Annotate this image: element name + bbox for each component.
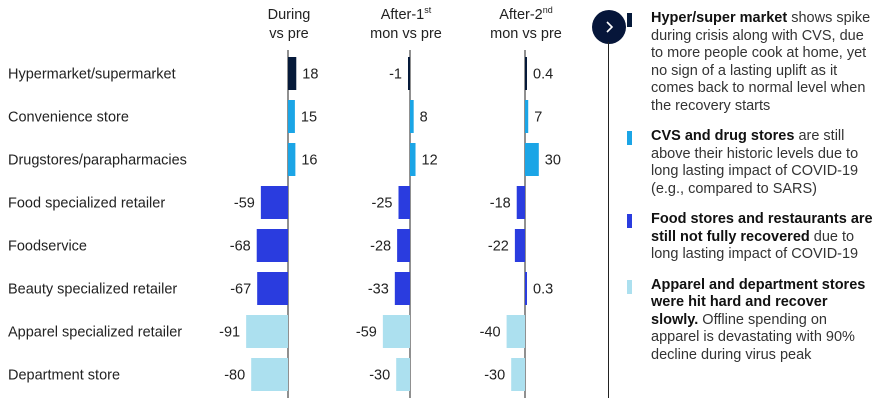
bar (382, 315, 410, 348)
data-label: -33 (368, 282, 389, 298)
column-header: After-2nd mon vs pre (490, 5, 562, 43)
bar (410, 100, 414, 133)
data-label: 0.4 (533, 67, 553, 83)
bar (398, 186, 410, 219)
legend-swatch (627, 214, 632, 228)
data-label: -22 (488, 239, 509, 255)
column-header: During vs pre (267, 7, 311, 42)
data-label: -18 (490, 196, 511, 212)
bar (514, 229, 525, 262)
note-text: Apparel and department stores were hit h… (651, 276, 866, 363)
data-label: -68 (230, 239, 251, 255)
data-label: -1 (389, 67, 402, 83)
data-label: -30 (484, 368, 505, 384)
bar (257, 272, 288, 305)
note-item: Apparel and department stores were hit h… (627, 277, 877, 365)
note-item: Food stores and restaurants are still no… (627, 211, 877, 264)
data-label: -30 (369, 368, 390, 384)
note-text: CVS and drug stores are still above thei… (651, 128, 859, 197)
bar (525, 100, 529, 133)
category-label: Apparel specialized retailer (8, 325, 182, 341)
data-label: 18 (302, 67, 318, 83)
data-label: 30 (545, 153, 561, 169)
category-label: Beauty specialized retailer (8, 282, 177, 298)
category-label: Hypermarket/supermarket (8, 67, 176, 83)
next-button[interactable] (592, 10, 626, 44)
bar (256, 229, 288, 262)
category-label: Department store (8, 368, 120, 384)
category-label: Food specialized retailer (8, 196, 165, 212)
bar (410, 143, 416, 176)
bar (511, 358, 525, 391)
data-label: -40 (480, 325, 501, 341)
bar (408, 57, 410, 90)
bar (246, 315, 288, 348)
bar (251, 358, 288, 391)
note-text: Food stores and restaurants are still no… (651, 211, 873, 262)
legend-swatch (627, 131, 632, 145)
data-label: 15 (301, 110, 317, 126)
bar (525, 272, 527, 305)
data-label: 0.3 (533, 282, 553, 298)
data-label: -59 (356, 325, 377, 341)
bar (525, 143, 539, 176)
column-header: After-1st mon vs pre (370, 5, 442, 43)
data-label: 8 (420, 110, 428, 126)
data-label: -28 (370, 239, 391, 255)
legend-swatch (627, 13, 632, 27)
bar (396, 358, 410, 391)
note-text: Hyper/super market shows spike during cr… (651, 10, 871, 114)
note-item: CVS and drug stores are still above thei… (627, 128, 877, 198)
data-label: 12 (422, 153, 438, 169)
bar (288, 100, 295, 133)
data-label: -67 (230, 282, 251, 298)
bar (394, 272, 410, 305)
data-label: 16 (301, 153, 317, 169)
bar (525, 57, 527, 90)
data-label: -91 (219, 325, 240, 341)
bar (397, 229, 410, 262)
data-label: 7 (534, 110, 542, 126)
bar (516, 186, 525, 219)
legend-swatch (627, 279, 632, 294)
category-label: Convenience store (8, 110, 129, 126)
bar-chart: Hypermarket/supermarket Convenience store… (8, 50, 561, 398)
data-label: -59 (234, 196, 255, 212)
note-item: Hyper/super market shows spike during cr… (627, 10, 877, 115)
data-label: -80 (224, 368, 245, 384)
bar (288, 57, 297, 90)
category-label: Drugstores/parapharmacies (8, 153, 187, 169)
category-label: Foodservice (8, 239, 87, 255)
chevron-right-icon (606, 21, 614, 33)
data-label: -25 (372, 196, 393, 212)
bar (288, 143, 296, 176)
bar (506, 315, 525, 348)
notes-panel: Hyper/super market shows spike during cr… (627, 10, 877, 377)
bar (260, 186, 288, 219)
divider-line (608, 42, 609, 398)
